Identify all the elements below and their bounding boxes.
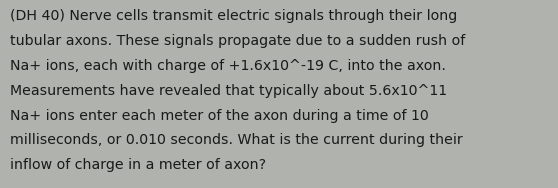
Text: tubular axons. These signals propagate due to a sudden rush of: tubular axons. These signals propagate d… — [10, 34, 465, 48]
Text: Measurements have revealed that typically about 5.6x10^11: Measurements have revealed that typicall… — [10, 84, 447, 98]
Text: inflow of charge in a meter of axon?: inflow of charge in a meter of axon? — [10, 158, 266, 172]
Text: milliseconds, or 0.010 seconds. What is the current during their: milliseconds, or 0.010 seconds. What is … — [10, 133, 463, 147]
Text: (DH 40) Nerve cells transmit electric signals through their long: (DH 40) Nerve cells transmit electric si… — [10, 9, 458, 23]
Text: Na+ ions enter each meter of the axon during a time of 10: Na+ ions enter each meter of the axon du… — [10, 109, 429, 123]
Text: Na+ ions, each with charge of +1.6x10^-19 C, into the axon.: Na+ ions, each with charge of +1.6x10^-1… — [10, 59, 446, 73]
